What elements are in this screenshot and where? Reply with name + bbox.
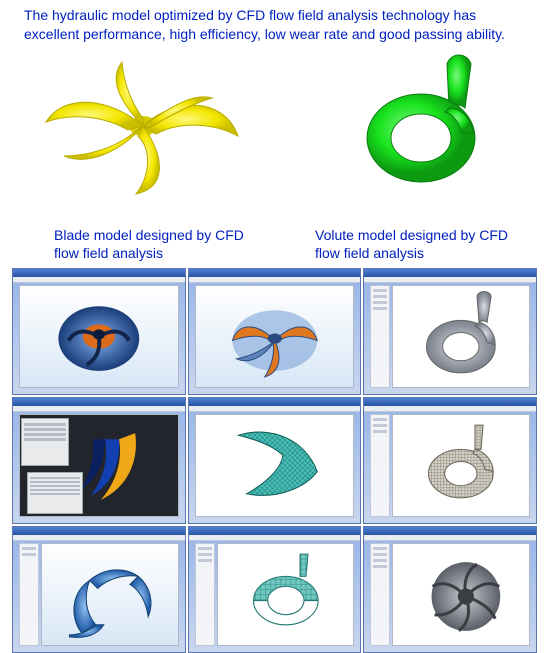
thumb-sim-swirl bbox=[12, 397, 186, 524]
captions-row: Blade model designed by CFD flow field a… bbox=[10, 226, 539, 268]
dialog-overlay-1 bbox=[21, 418, 69, 466]
volute-model bbox=[301, 48, 531, 226]
thumb-impeller-gray-top bbox=[363, 526, 537, 653]
thumb-blade-mesh bbox=[188, 397, 362, 524]
thumb-volute-halfshell bbox=[188, 526, 362, 653]
volute-caption: Volute model designed by CFD flow field … bbox=[315, 226, 515, 262]
thumb-volute-blue bbox=[12, 526, 186, 653]
models-row bbox=[10, 48, 539, 226]
blade-model bbox=[18, 48, 268, 226]
volute-model-svg bbox=[341, 48, 491, 196]
screenshot-grid bbox=[10, 268, 539, 653]
blade-caption: Blade model designed by CFD flow field a… bbox=[54, 226, 254, 262]
dialog-overlay-2 bbox=[27, 472, 83, 514]
thumb-impeller-1 bbox=[12, 268, 186, 395]
blade-model-svg bbox=[28, 48, 258, 196]
intro-text: The hydraulic model optimized by CFD flo… bbox=[10, 6, 539, 44]
thumb-volute-gray bbox=[363, 268, 537, 395]
thumb-volute-mesh bbox=[363, 397, 537, 524]
thumb-impeller-2 bbox=[188, 268, 362, 395]
page: The hydraulic model optimized by CFD flo… bbox=[0, 0, 549, 643]
